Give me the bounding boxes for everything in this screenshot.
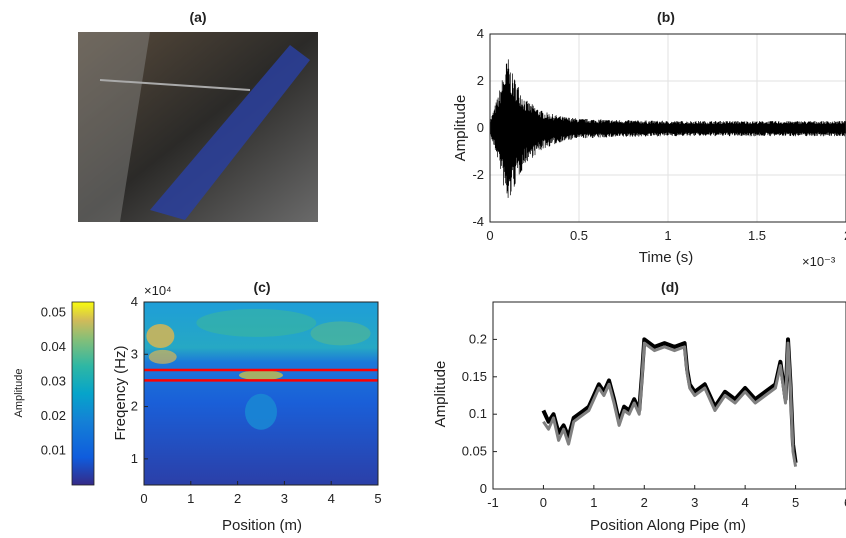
panel-d-y-tick-label: 0: [480, 481, 487, 496]
panel-b-y-tick-label: 2: [477, 73, 484, 88]
colorbar-label: Amplitude: [13, 369, 25, 418]
panel-c-x-tick-label: 3: [281, 491, 288, 506]
panel-b-x-multiplier: ×10⁻³: [802, 254, 836, 269]
panel-d-ylabel: Amplitude: [432, 361, 449, 428]
panel-c-axes-box: [143, 301, 379, 486]
panel-d-x-tick-label: 4: [742, 495, 749, 510]
colorbar-tick-label: 0.04: [41, 339, 66, 354]
panel-d-y-tick-label: 0.2: [469, 331, 487, 346]
colorbar-tick-label: 0.02: [41, 408, 66, 423]
panel-c-y-tick-label: 2: [131, 399, 138, 414]
colorbar-tick-label: 0.01: [41, 442, 66, 457]
panel-c-x-tick-label: 0: [140, 491, 147, 506]
panel-c-x-tick-label: 5: [374, 491, 381, 506]
panel-d-x-tick-label: 0: [540, 495, 547, 510]
panel-c-y-multiplier: ×10⁴: [144, 283, 172, 298]
panel-c-xlabel: Position (m): [222, 517, 302, 534]
heatmap-hotspot: [196, 308, 317, 337]
panel-c-title: (c): [253, 279, 270, 295]
panel-d-x-tick-label: 5: [792, 495, 799, 510]
heatmap-hotspot: [148, 349, 177, 364]
glass-panel: [78, 32, 150, 222]
panel-b-x-tick-label: 2: [844, 228, 846, 243]
panel-d-x-tick-label: -1: [487, 495, 499, 510]
panel-d-series-line: [541, 337, 798, 464]
panel-b-y-tick-label: 0: [477, 120, 484, 135]
panel-b-y-tick-label: -2: [472, 167, 484, 182]
panel-c-x-tick-label: 1: [187, 491, 194, 506]
panel-b-title: (b): [657, 9, 675, 25]
panel-d-x-tick-label: 1: [590, 495, 597, 510]
panel-b-x-tick-label: 1.5: [748, 228, 766, 243]
panel-b-y-tick-label: 4: [477, 26, 484, 41]
panel-d-axes-box: [492, 301, 846, 490]
panel-d-y-tick-label: 0.1: [469, 406, 487, 421]
panel-d-x-tick-label: 3: [691, 495, 698, 510]
heatmap-hotspot: [146, 323, 175, 348]
panel-c-ylabel: Freqency (Hz): [112, 345, 129, 440]
panel-d: (d) -1012345600.050.10.150.2 Position Al…: [432, 279, 846, 534]
panel-b-x-tick-label: 0: [486, 228, 493, 243]
panel-a: (a): [78, 9, 318, 222]
colorbar: [71, 301, 95, 486]
panel-d-series-line: [542, 341, 798, 467]
panel-b-x-tick-label: 0.5: [570, 228, 588, 243]
colorbar-tick-label: 0.05: [41, 304, 66, 319]
panel-a-title: (a): [189, 9, 206, 25]
panel-b-axes-box: [489, 33, 846, 223]
panel-d-x-tick-label: 2: [641, 495, 648, 510]
panel-b-signal-series: [489, 59, 846, 198]
panel-c-x-tick-label: 2: [234, 491, 241, 506]
panel-d-y-tick-label: 0.15: [462, 369, 487, 384]
panel-d-x-tick-label: 6: [844, 495, 846, 510]
panel-c-y-tick-label: 4: [131, 294, 138, 309]
pipe-shape: [150, 45, 310, 220]
panel-b-ylabel: Amplitude: [452, 95, 469, 162]
panel-c-y-tick-label: 1: [131, 451, 138, 466]
heatmap-hotspot: [245, 393, 277, 430]
panel-c-y-tick-label: 3: [131, 346, 138, 361]
panel-c-x-tick-label: 4: [328, 491, 335, 506]
panel-d-title: (d): [661, 279, 679, 295]
panel-b-y-tick-label: -4: [472, 214, 484, 229]
panel-d-y-tick-label: 0.05: [462, 444, 487, 459]
heatmap-hotspot: [310, 321, 371, 346]
cable-line: [99, 79, 251, 91]
colorbar-tick-label: 0.03: [41, 373, 66, 388]
panel-b-xlabel: Time (s): [639, 249, 693, 266]
panel-b-x-tick-label: 1: [664, 228, 671, 243]
panel-d-xlabel: Position Along Pipe (m): [590, 517, 746, 534]
heatmap-background: [144, 302, 378, 485]
heatmap-hotspot: [239, 370, 283, 381]
panel-c: (c) 0.01 0.02 0.03 0.04 0.05 Amplitude 0 1 2 3 4…: [13, 279, 382, 534]
